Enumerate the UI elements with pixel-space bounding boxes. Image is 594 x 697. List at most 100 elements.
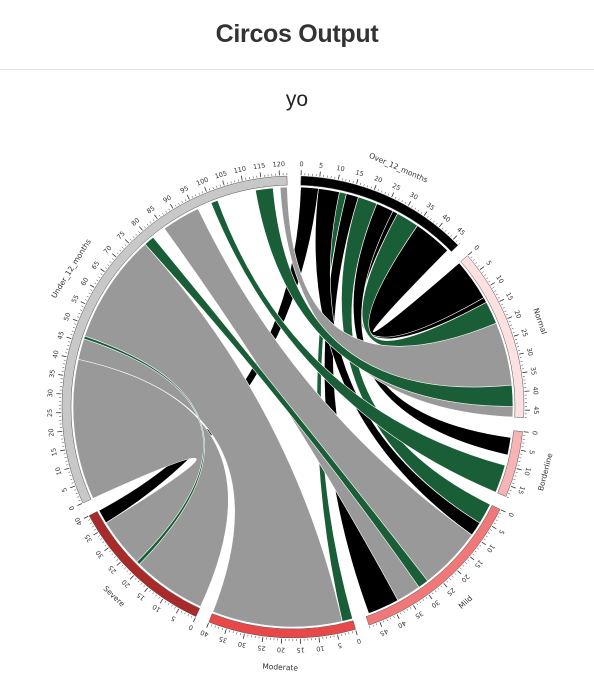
tick-mark <box>152 219 155 222</box>
tick-label: 35 <box>48 369 57 378</box>
tick-mark <box>512 331 515 333</box>
link-ribbon <box>315 188 481 536</box>
tick-mark <box>100 268 105 273</box>
tick-mark <box>482 271 484 273</box>
tick-mark <box>499 298 505 302</box>
segment-normal <box>460 255 525 418</box>
tick-mark <box>487 532 490 534</box>
tick-mark <box>401 200 403 203</box>
segment-severe <box>88 511 201 617</box>
tick-label: 75 <box>115 230 127 242</box>
tick-mark <box>104 547 109 552</box>
tick-mark <box>75 492 78 495</box>
tick-mark <box>171 605 173 607</box>
tick-mark <box>479 544 482 547</box>
tick-mark <box>493 522 496 525</box>
tick-mark <box>453 235 458 240</box>
tick-mark <box>168 208 170 211</box>
tick-mark <box>459 567 462 570</box>
tick-mark <box>483 538 486 541</box>
tick-mark <box>111 258 114 260</box>
tick-mark <box>444 230 447 232</box>
tick-mark <box>68 471 71 473</box>
tick-label: 40 <box>396 619 407 630</box>
tick-mark <box>111 553 114 556</box>
tick-mark <box>202 191 204 194</box>
tick-mark <box>501 303 504 306</box>
tick-mark <box>187 614 189 617</box>
tick-label: 45 <box>532 406 540 414</box>
tick-mark <box>510 486 516 489</box>
tick-mark <box>437 587 440 590</box>
tick-label: 20 <box>512 309 523 320</box>
tick-mark <box>369 625 371 629</box>
tick-mark <box>104 267 107 269</box>
tick-mark <box>400 612 402 615</box>
tick-mark <box>144 587 149 593</box>
tick-mark <box>162 212 164 215</box>
tick-mark <box>135 233 138 236</box>
tick-mark <box>132 236 135 239</box>
tick-label: 15 <box>135 591 146 602</box>
tick-label: 25 <box>46 409 54 417</box>
tick-mark <box>505 314 508 316</box>
tick-mark <box>221 628 223 631</box>
tick-label: 30 <box>46 389 54 398</box>
tick-mark <box>489 529 492 531</box>
tick-mark <box>511 328 514 330</box>
tick-mark <box>428 594 433 600</box>
tick-mark <box>152 592 154 595</box>
tick-mark <box>93 528 96 531</box>
tick-mark <box>518 352 524 355</box>
tick-mark <box>226 182 229 185</box>
tick-mark <box>134 577 137 580</box>
tick-mark <box>218 626 220 629</box>
tick-mark <box>66 336 72 340</box>
tick-mark <box>58 374 64 376</box>
tick-mark <box>121 564 124 567</box>
tick-mark <box>240 175 243 181</box>
tick-mark <box>440 585 443 588</box>
tick-mark <box>447 232 450 235</box>
tick-mark <box>146 223 149 226</box>
tick-mark <box>477 547 479 550</box>
tick-label: 15 <box>50 447 59 457</box>
tick-mark <box>67 345 70 347</box>
tick-mark <box>94 282 97 285</box>
tick-mark <box>139 226 143 231</box>
tick-mark <box>506 496 509 498</box>
tick-label: 0 <box>356 637 362 646</box>
tick-mark <box>174 204 177 207</box>
tick-label: 10 <box>316 644 325 653</box>
tick-mark <box>98 535 100 537</box>
tick-mark <box>455 240 458 243</box>
tick-mark <box>420 211 423 214</box>
tick-mark <box>467 251 473 256</box>
tick-mark <box>465 562 467 564</box>
tick-mark <box>472 259 475 261</box>
tick-mark <box>388 193 390 196</box>
tick-mark <box>178 202 180 205</box>
tick-mark <box>351 631 353 634</box>
tick-mark <box>514 475 517 477</box>
tick-mark <box>510 324 513 326</box>
tick-label: 5 <box>484 259 493 267</box>
tick-mark <box>370 186 372 189</box>
tick-mark <box>80 309 83 311</box>
tick-mark <box>494 290 497 292</box>
tick-mark <box>457 570 462 575</box>
tick-mark <box>68 341 71 343</box>
tick-mark <box>433 220 435 223</box>
tick-mark <box>491 525 497 530</box>
tick-mark <box>77 496 80 498</box>
tick-mark <box>430 218 432 221</box>
tick-label: 10 <box>494 274 505 285</box>
tick-mark <box>391 192 395 198</box>
tick-mark <box>57 430 63 433</box>
tick-mark <box>508 321 511 323</box>
tick-label: 45 <box>455 226 467 238</box>
tick-mark <box>149 590 151 592</box>
tick-mark <box>232 631 234 634</box>
tick-label: 10 <box>336 164 346 173</box>
tick-mark <box>512 482 515 484</box>
